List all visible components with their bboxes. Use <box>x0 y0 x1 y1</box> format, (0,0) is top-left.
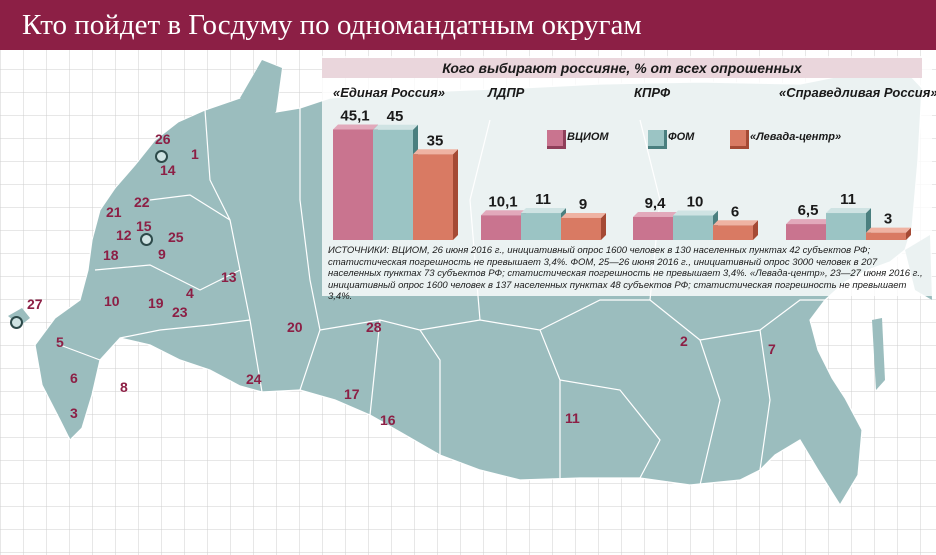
bar-levada-3 <box>866 227 911 240</box>
chart-subtitle: Кого выбирают россияне, % от всех опроше… <box>442 60 802 76</box>
bar-fom-1 <box>521 208 566 240</box>
page-title: Кто пойдет в Госдуму по одномандатным ок… <box>22 9 642 41</box>
region-label-17: 17 <box>344 386 360 402</box>
bar-value-label-fom-2: 10 <box>687 194 704 211</box>
bar-vciom-3 <box>786 219 831 240</box>
region-label-5: 5 <box>56 334 64 350</box>
region-25-pin-icon <box>140 233 153 246</box>
chart-subtitle-bar: Кого выбирают россияне, % от всех опроше… <box>322 58 922 78</box>
region-label-25: 25 <box>168 229 184 245</box>
bar-vciom-2 <box>633 211 678 240</box>
region-label-26: 26 <box>155 131 171 147</box>
sources-note: ИСТОЧНИКИ: ВЦИОМ, 26 июня 2016 г., иници… <box>328 245 923 302</box>
kola-peninsula <box>240 60 282 112</box>
bar-fom-2 <box>673 210 718 240</box>
region-label-28: 28 <box>366 319 382 335</box>
region-label-3: 3 <box>70 405 78 421</box>
bar-vciom-0 <box>333 124 378 240</box>
party-label-ldpr: ЛДПР <box>488 85 525 100</box>
region-label-9: 9 <box>158 246 166 262</box>
region-label-23: 23 <box>172 304 188 320</box>
title-banner: Кто пойдет в Госдуму по одномандатным ок… <box>0 0 936 50</box>
region-label-10: 10 <box>104 293 120 309</box>
bar-fom-3 <box>826 208 871 240</box>
party-label-fair-russia: «Справедливая Россия» <box>779 85 936 100</box>
legend-label-vciom: ВЦИОМ <box>567 131 609 143</box>
region-label-13: 13 <box>221 269 237 285</box>
kaliningrad-pin-icon <box>10 316 23 329</box>
bar-value-label-vciom-1: 10,1 <box>488 193 517 210</box>
region-label-1: 1 <box>191 146 199 162</box>
region-label-20: 20 <box>287 319 303 335</box>
bar-value-label-fom-0: 45 <box>387 108 404 125</box>
region-label-4: 4 <box>186 285 194 301</box>
bar-levada-1 <box>561 212 606 240</box>
party-label-united-russia: «Единая Россия» <box>333 85 445 100</box>
legend-label-fom: ФОМ <box>668 131 695 143</box>
bar-levada-2 <box>713 220 758 240</box>
region-label-16: 16 <box>380 412 396 428</box>
bar-value-label-fom-1: 11 <box>535 191 551 208</box>
bar-value-label-levada-1: 9 <box>579 196 587 213</box>
region-label-8: 8 <box>120 379 128 395</box>
party-label-kprf: КПРФ <box>634 85 671 100</box>
bar-value-label-levada-3: 3 <box>884 211 892 228</box>
bar-value-label-fom-3: 11 <box>840 191 856 208</box>
region-label-7: 7 <box>768 341 776 357</box>
region-label-6: 6 <box>70 370 78 386</box>
bar-fom-0 <box>373 124 418 240</box>
legend-label-levada: «Левада-центр» <box>750 131 842 143</box>
bar-value-label-vciom-3: 6,5 <box>798 202 819 219</box>
region-label-22: 22 <box>134 194 150 210</box>
region-borders <box>59 108 825 486</box>
region-label-18: 18 <box>103 247 119 263</box>
region-label-12: 12 <box>116 227 132 243</box>
legend-swatch-levada <box>730 130 749 149</box>
region-label-24: 24 <box>246 371 262 387</box>
legend-swatch-vciom <box>547 130 566 149</box>
bar-value-label-levada-0: 35 <box>427 132 444 149</box>
bar-levada-0 <box>413 149 458 240</box>
bar-vciom-1 <box>481 210 526 240</box>
bar-value-label-vciom-2: 9,4 <box>645 195 667 212</box>
region-label-14: 14 <box>160 162 176 178</box>
sakhalin-island <box>872 318 885 390</box>
region-label-2: 2 <box>680 333 688 349</box>
region-label-27: 27 <box>27 296 43 312</box>
region-label-11: 11 <box>565 410 580 426</box>
bar-value-label-levada-2: 6 <box>731 203 739 220</box>
bar-value-label-vciom-0: 45,1 <box>340 108 369 125</box>
region-label-21: 21 <box>106 204 122 220</box>
legend-swatch-fom <box>648 130 667 149</box>
moscow-pin-icon <box>155 150 168 163</box>
region-label-15: 15 <box>136 218 152 234</box>
region-label-19: 19 <box>148 295 164 311</box>
